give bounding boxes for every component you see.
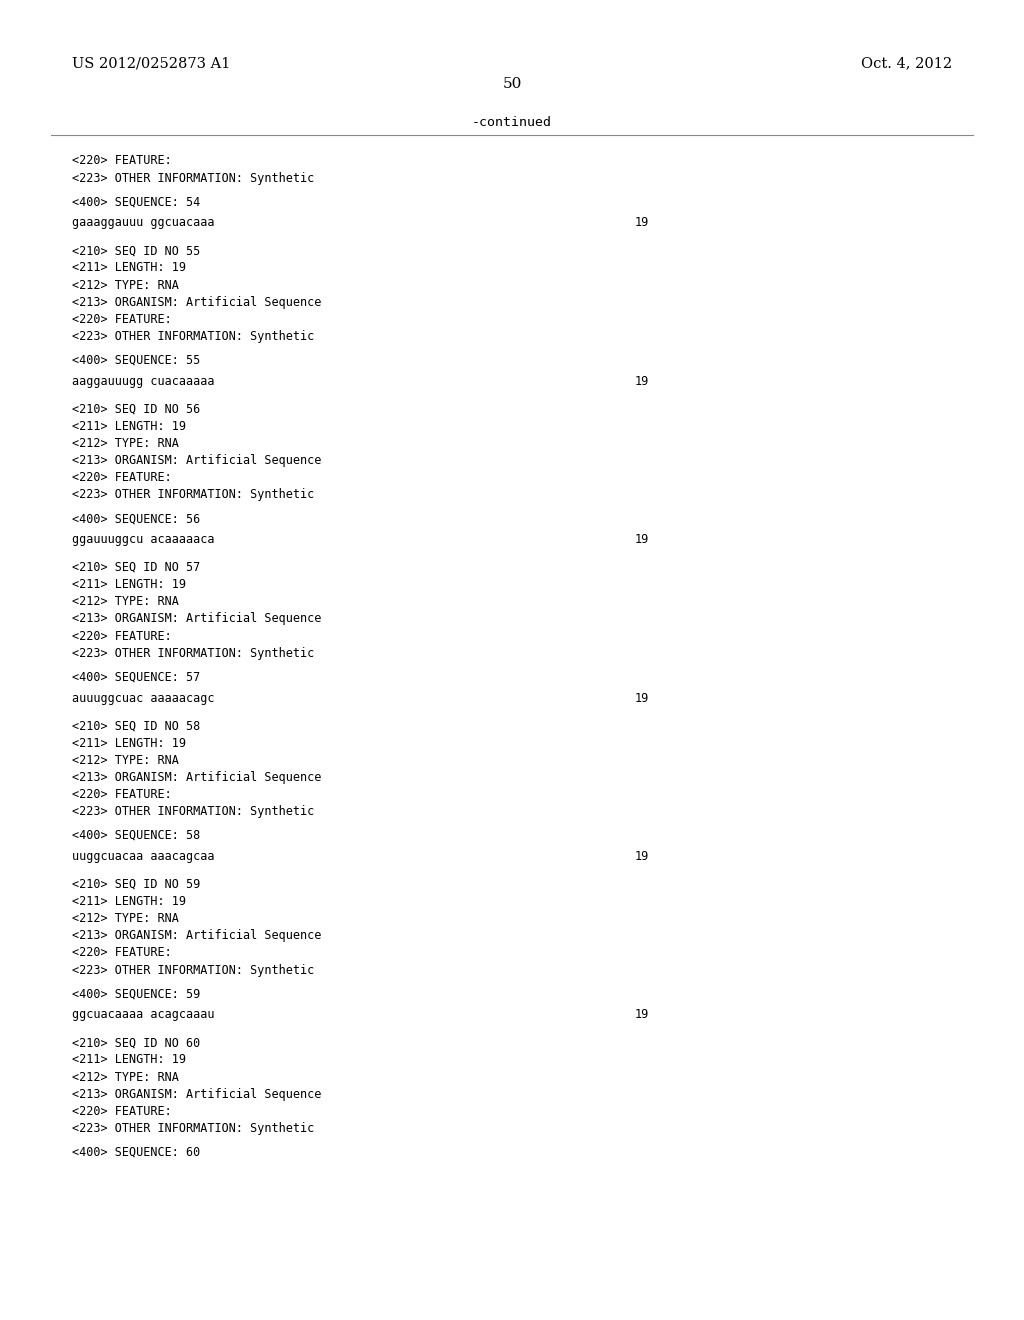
Text: 19: 19 bbox=[635, 375, 649, 388]
Text: <220> FEATURE:: <220> FEATURE: bbox=[72, 471, 171, 484]
Text: 19: 19 bbox=[635, 216, 649, 230]
Text: US 2012/0252873 A1: US 2012/0252873 A1 bbox=[72, 57, 230, 71]
Text: 19: 19 bbox=[635, 850, 649, 863]
Text: <223> OTHER INFORMATION: Synthetic: <223> OTHER INFORMATION: Synthetic bbox=[72, 964, 314, 977]
Text: <400> SEQUENCE: 54: <400> SEQUENCE: 54 bbox=[72, 195, 200, 209]
Text: <223> OTHER INFORMATION: Synthetic: <223> OTHER INFORMATION: Synthetic bbox=[72, 647, 314, 660]
Text: <223> OTHER INFORMATION: Synthetic: <223> OTHER INFORMATION: Synthetic bbox=[72, 172, 314, 185]
Text: <213> ORGANISM: Artificial Sequence: <213> ORGANISM: Artificial Sequence bbox=[72, 929, 322, 942]
Text: <223> OTHER INFORMATION: Synthetic: <223> OTHER INFORMATION: Synthetic bbox=[72, 488, 314, 502]
Text: <223> OTHER INFORMATION: Synthetic: <223> OTHER INFORMATION: Synthetic bbox=[72, 330, 314, 343]
Text: <400> SEQUENCE: 55: <400> SEQUENCE: 55 bbox=[72, 354, 200, 367]
Text: <210> SEQ ID NO 60: <210> SEQ ID NO 60 bbox=[72, 1036, 200, 1049]
Text: <400> SEQUENCE: 58: <400> SEQUENCE: 58 bbox=[72, 829, 200, 842]
Text: <211> LENGTH: 19: <211> LENGTH: 19 bbox=[72, 261, 185, 275]
Text: <213> ORGANISM: Artificial Sequence: <213> ORGANISM: Artificial Sequence bbox=[72, 1088, 322, 1101]
Text: <211> LENGTH: 19: <211> LENGTH: 19 bbox=[72, 420, 185, 433]
Text: <220> FEATURE:: <220> FEATURE: bbox=[72, 313, 171, 326]
Text: <213> ORGANISM: Artificial Sequence: <213> ORGANISM: Artificial Sequence bbox=[72, 612, 322, 626]
Text: <400> SEQUENCE: 59: <400> SEQUENCE: 59 bbox=[72, 987, 200, 1001]
Text: ggcuacaaaa acagcaaau: ggcuacaaaa acagcaaau bbox=[72, 1008, 214, 1022]
Text: gaaaggauuu ggcuacaaa: gaaaggauuu ggcuacaaa bbox=[72, 216, 214, 230]
Text: <212> TYPE: RNA: <212> TYPE: RNA bbox=[72, 1071, 178, 1084]
Text: uuggcuacaa aaacagcaa: uuggcuacaa aaacagcaa bbox=[72, 850, 214, 863]
Text: <212> TYPE: RNA: <212> TYPE: RNA bbox=[72, 912, 178, 925]
Text: <212> TYPE: RNA: <212> TYPE: RNA bbox=[72, 754, 178, 767]
Text: <220> FEATURE:: <220> FEATURE: bbox=[72, 630, 171, 643]
Text: <400> SEQUENCE: 56: <400> SEQUENCE: 56 bbox=[72, 512, 200, 525]
Text: <220> FEATURE:: <220> FEATURE: bbox=[72, 1105, 171, 1118]
Text: <210> SEQ ID NO 59: <210> SEQ ID NO 59 bbox=[72, 878, 200, 891]
Text: <220> FEATURE:: <220> FEATURE: bbox=[72, 946, 171, 960]
Text: <212> TYPE: RNA: <212> TYPE: RNA bbox=[72, 279, 178, 292]
Text: <210> SEQ ID NO 55: <210> SEQ ID NO 55 bbox=[72, 244, 200, 257]
Text: auuuggcuac aaaaacagc: auuuggcuac aaaaacagc bbox=[72, 692, 214, 705]
Text: 50: 50 bbox=[503, 77, 521, 91]
Text: <400> SEQUENCE: 57: <400> SEQUENCE: 57 bbox=[72, 671, 200, 684]
Text: <213> ORGANISM: Artificial Sequence: <213> ORGANISM: Artificial Sequence bbox=[72, 454, 322, 467]
Text: <213> ORGANISM: Artificial Sequence: <213> ORGANISM: Artificial Sequence bbox=[72, 771, 322, 784]
Text: 19: 19 bbox=[635, 1008, 649, 1022]
Text: <220> FEATURE:: <220> FEATURE: bbox=[72, 154, 171, 168]
Text: <223> OTHER INFORMATION: Synthetic: <223> OTHER INFORMATION: Synthetic bbox=[72, 805, 314, 818]
Text: <211> LENGTH: 19: <211> LENGTH: 19 bbox=[72, 737, 185, 750]
Text: <211> LENGTH: 19: <211> LENGTH: 19 bbox=[72, 1053, 185, 1067]
Text: <210> SEQ ID NO 56: <210> SEQ ID NO 56 bbox=[72, 403, 200, 416]
Text: 19: 19 bbox=[635, 692, 649, 705]
Text: <212> TYPE: RNA: <212> TYPE: RNA bbox=[72, 437, 178, 450]
Text: <210> SEQ ID NO 57: <210> SEQ ID NO 57 bbox=[72, 561, 200, 574]
Text: <211> LENGTH: 19: <211> LENGTH: 19 bbox=[72, 895, 185, 908]
Text: <212> TYPE: RNA: <212> TYPE: RNA bbox=[72, 595, 178, 609]
Text: <213> ORGANISM: Artificial Sequence: <213> ORGANISM: Artificial Sequence bbox=[72, 296, 322, 309]
Text: aaggauuugg cuacaaaaa: aaggauuugg cuacaaaaa bbox=[72, 375, 214, 388]
Text: <210> SEQ ID NO 58: <210> SEQ ID NO 58 bbox=[72, 719, 200, 733]
Text: <211> LENGTH: 19: <211> LENGTH: 19 bbox=[72, 578, 185, 591]
Text: Oct. 4, 2012: Oct. 4, 2012 bbox=[861, 57, 952, 71]
Text: ggauuuggcu acaaaaaca: ggauuuggcu acaaaaaca bbox=[72, 533, 214, 546]
Text: -continued: -continued bbox=[472, 116, 552, 129]
Text: <400> SEQUENCE: 60: <400> SEQUENCE: 60 bbox=[72, 1146, 200, 1159]
Text: <220> FEATURE:: <220> FEATURE: bbox=[72, 788, 171, 801]
Text: 19: 19 bbox=[635, 533, 649, 546]
Text: <223> OTHER INFORMATION: Synthetic: <223> OTHER INFORMATION: Synthetic bbox=[72, 1122, 314, 1135]
